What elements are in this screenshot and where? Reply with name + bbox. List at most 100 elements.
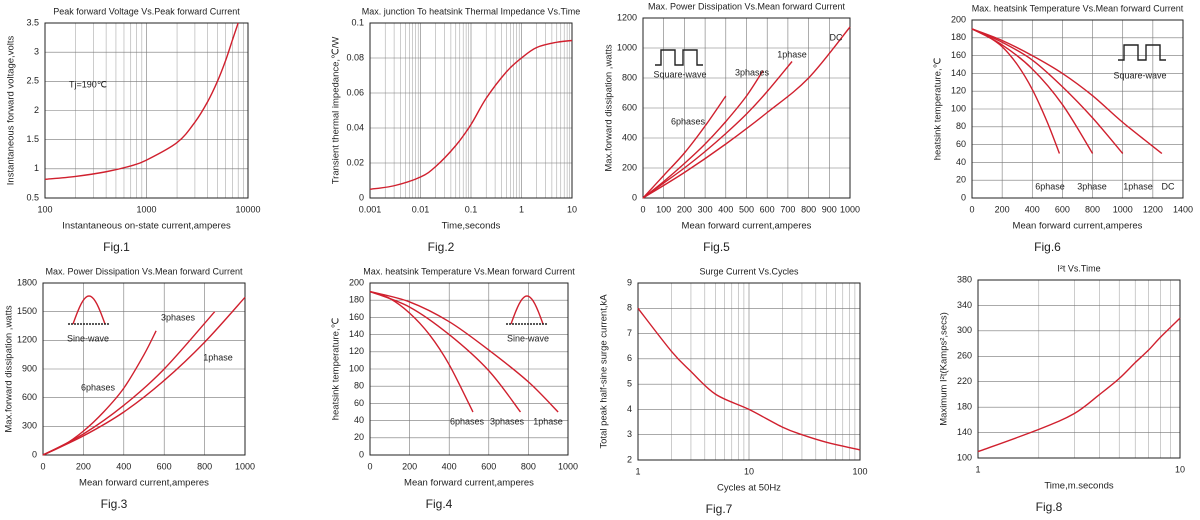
y-tick-label: 180 — [951, 32, 966, 42]
annotation: Square-wave — [1113, 70, 1166, 80]
series-curve — [42, 296, 246, 456]
y-axis-label: heatsink temperature,℃ — [933, 57, 944, 160]
annotation: Sine-wave — [507, 333, 549, 343]
series-curve — [369, 290, 522, 413]
figure-caption: Fig.3 — [101, 497, 128, 511]
y-tick-label: 3 — [627, 429, 632, 439]
y-tick-label: 600 — [22, 392, 37, 402]
x-tick-label: 100 — [852, 466, 867, 476]
y-tick-label: 100 — [951, 103, 966, 113]
chart-title: I²t Vs.Time — [1057, 263, 1100, 273]
plot-frame — [44, 22, 249, 199]
series-curve — [642, 61, 793, 199]
x-tick-label: 500 — [739, 204, 754, 214]
series-label: 6phases — [450, 416, 485, 426]
y-tick-label: 180 — [957, 402, 972, 412]
series-label: 1phase — [1123, 181, 1153, 191]
series-label: 1phase — [203, 352, 233, 362]
y-tick-label: 1.5 — [26, 134, 39, 144]
plot-frame — [642, 17, 851, 199]
x-axis-label: Mean forward current,amperes — [79, 478, 209, 489]
y-tick-label: 100 — [957, 452, 972, 462]
plot-frame — [42, 282, 246, 456]
y-tick-label: 1000 — [617, 42, 637, 52]
annotation: Square-wave — [653, 69, 706, 79]
y-tick-label: 0.08 — [346, 52, 364, 62]
y-tick-label: 8 — [627, 303, 632, 313]
x-tick-label: 200 — [402, 461, 417, 471]
curve — [369, 39, 573, 190]
x-tick-label: 400 — [718, 204, 733, 214]
y-tick-label: 400 — [622, 132, 637, 142]
x-tick-label: 400 — [1025, 204, 1040, 214]
series-curve — [971, 28, 1163, 155]
y-axis-label: Maximum I²t(Kamps²,secs) — [939, 312, 950, 425]
x-tick-label: 10000 — [235, 204, 260, 214]
x-tick-label: 200 — [995, 204, 1010, 214]
y-tick-label: 60 — [956, 139, 966, 149]
x-axis-label: Time,m.seconds — [1044, 481, 1114, 492]
curve — [44, 22, 239, 181]
y-tick-label: 220 — [957, 376, 972, 386]
series-curve — [642, 26, 851, 199]
y-tick-label: 1200 — [617, 12, 637, 22]
x-tick-label: 800 — [1085, 204, 1100, 214]
figure-caption: Fig.2 — [428, 240, 455, 254]
y-tick-label: 9 — [627, 277, 632, 287]
y-tick-label: 80 — [956, 121, 966, 131]
square-wave-icon — [655, 49, 703, 66]
x-tick-label: 1 — [635, 466, 640, 476]
x-tick-label: 600 — [760, 204, 775, 214]
chart-title: Surge Current Vs.Cycles — [699, 266, 799, 276]
y-tick-label: 40 — [354, 415, 364, 425]
series-label: 3phases — [161, 312, 196, 322]
x-tick-label: 200 — [76, 461, 91, 471]
chart-title: Max. heatsink Temperature Vs.Mean forwar… — [972, 3, 1184, 13]
series-curve — [642, 95, 727, 199]
y-tick-label: 0.1 — [351, 17, 364, 27]
y-tick-label: 2 — [627, 454, 632, 464]
y-tick-label: 0.02 — [346, 157, 364, 167]
y-tick-label: 2 — [34, 105, 39, 115]
x-axis-label: Time,seconds — [442, 221, 501, 232]
y-tick-label: 0 — [32, 449, 37, 459]
x-tick-label: 800 — [801, 204, 816, 214]
plot-frame — [369, 282, 569, 456]
series-curve — [42, 311, 216, 456]
x-tick-label: 200 — [677, 204, 692, 214]
x-tick-label: 0 — [969, 204, 974, 214]
y-tick-label: 1200 — [17, 335, 37, 345]
x-tick-label: 1000 — [558, 461, 578, 471]
y-tick-label: 200 — [622, 162, 637, 172]
series-curve — [971, 28, 1124, 154]
x-tick-label: 800 — [197, 461, 212, 471]
y-axis-label: Transient thermal impedance,℃/W — [331, 37, 342, 185]
sine-wave-icon — [72, 295, 106, 325]
series-curve — [369, 290, 559, 413]
y-tick-label: 4 — [627, 404, 632, 414]
x-tick-label: 100 — [37, 204, 52, 214]
y-tick-label: 3.5 — [26, 17, 39, 27]
y-axis-label: Max.forward dissipation ,watts — [4, 305, 15, 432]
y-tick-label: 1800 — [17, 277, 37, 287]
y-tick-label: 120 — [951, 86, 966, 96]
x-axis-label: Cycles at 50Hz — [717, 483, 781, 494]
chart-title: Max. Power Dissipation Vs.Mean forward C… — [648, 1, 846, 11]
y-tick-label: 20 — [956, 175, 966, 185]
y-tick-label: 300 — [22, 421, 37, 431]
x-tick-label: 10 — [1175, 464, 1185, 474]
y-tick-label: 600 — [622, 102, 637, 112]
plot-frame — [637, 282, 861, 461]
x-tick-label: 0.1 — [465, 204, 478, 214]
series-label: DC — [830, 32, 843, 42]
x-axis-label: Mean forward current,amperes — [682, 221, 812, 232]
x-tick-label: 0 — [40, 461, 45, 471]
series-label: 3phase — [1077, 181, 1107, 191]
chart-title: Max. Power Dissipation Vs.Mean forward C… — [45, 266, 243, 276]
series-label: 6phases — [81, 382, 116, 392]
series-label: 3phases — [735, 67, 770, 77]
x-tick-label: 10 — [567, 204, 577, 214]
x-tick-label: 10 — [744, 466, 754, 476]
